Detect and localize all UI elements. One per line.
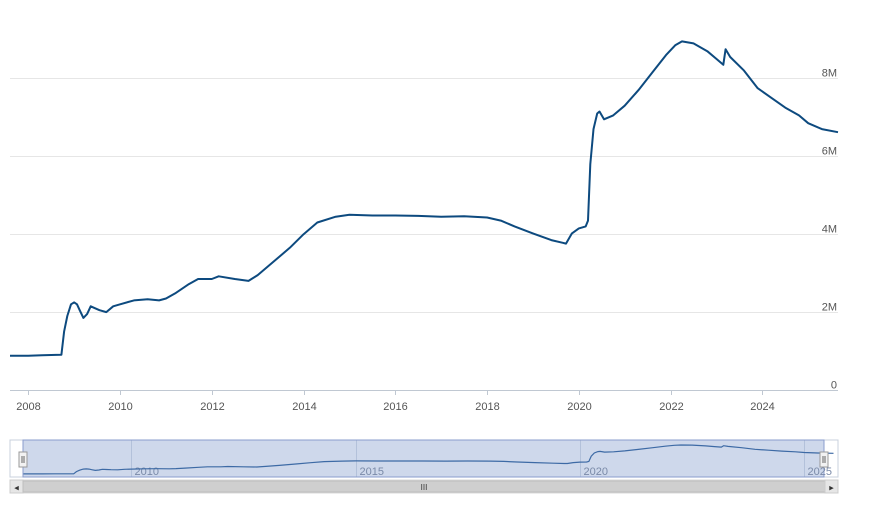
navigator-grid [131,440,805,477]
navigator-left-handle[interactable] [18,451,28,468]
y-tick-label: 2M [822,302,837,314]
navigator-series [23,444,834,475]
grid-lines [10,78,838,391]
navigator-label: 2025 [808,466,832,478]
y-tick-label: 8M [822,68,837,80]
navigator-label: 2010 [135,466,159,478]
x-tick-label: 2022 [659,401,683,413]
navigator-right-handle[interactable] [819,451,829,468]
series-layer [10,40,839,357]
scroll-right-icon: ▸ [829,483,834,493]
y-tick-label: 6M [822,146,837,158]
x-tick-label: 2016 [383,401,407,413]
navigator-label: 2015 [360,466,384,478]
series-line [10,40,839,357]
navigator-series-line [23,444,834,475]
x-tick-label: 2020 [567,401,591,413]
navigator-label: 2020 [584,466,608,478]
y-tick-label: 4M [822,224,837,236]
x-tick-label: 2010 [108,401,132,413]
range-navigator[interactable]: 2010 2015 2020 2025 [9,439,839,478]
scroll-left-icon: ◂ [14,483,19,493]
scrollbar-grip-icon: III [421,483,428,492]
x-tick-label: 2008 [16,401,40,413]
x-tick-label: 2018 [475,401,499,413]
scrollbar-right-button[interactable] [824,479,839,494]
navigator-selected-range[interactable] [22,439,825,478]
scrollbar[interactable]: ◂ III ▸ [9,479,839,494]
y-axis-labels: 0 2M 4M 6M 8M [822,68,837,392]
y-tick-label: 0 [831,380,837,392]
x-tick-label: 2024 [750,401,774,413]
x-tick-label: 2012 [200,401,224,413]
x-axis-ticks: 2008 2010 2012 2014 2016 2018 2020 2022 2024 [16,390,775,413]
x-tick-label: 2014 [292,401,316,413]
